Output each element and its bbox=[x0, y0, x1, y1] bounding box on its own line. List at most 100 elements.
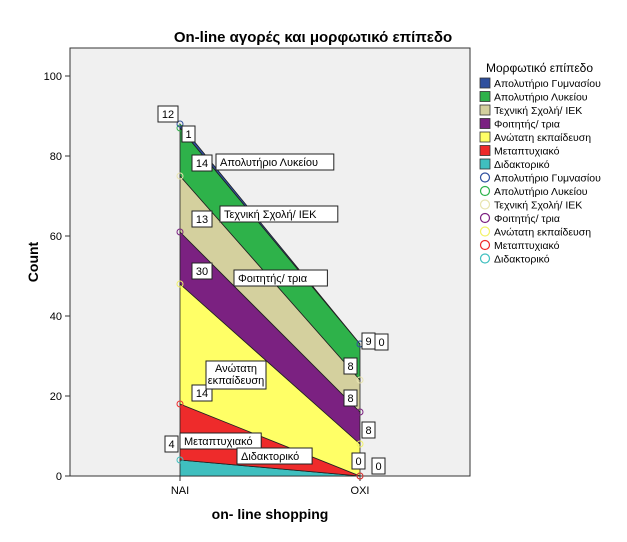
y-tick-label: 0 bbox=[56, 471, 62, 483]
data-label: 0 bbox=[374, 333, 389, 351]
point-marker bbox=[176, 280, 184, 288]
svg-text:Τεχνική Σχολή/ ΙΕΚ: Τεχνική Σχολή/ ΙΕΚ bbox=[224, 209, 317, 221]
legend-swatch bbox=[479, 104, 491, 116]
legend-item: Μεταπτυχιακό bbox=[479, 145, 560, 158]
point-marker bbox=[176, 456, 184, 464]
point-marker bbox=[176, 120, 184, 128]
area-label: Φοιτητής/ τρια bbox=[233, 269, 328, 287]
legend-box bbox=[472, 55, 624, 283]
y-axis: 0 20 40 60 80 100 bbox=[44, 71, 70, 483]
y-tick-label: 100 bbox=[44, 71, 62, 83]
x-axis-label: on- line shopping bbox=[212, 506, 329, 522]
legend-label: Τεχνική Σχολή/ ΙΕΚ bbox=[494, 200, 582, 212]
area-label: Διδακτορικό bbox=[236, 447, 313, 465]
area-label: Απολυτήριο Λυκείου bbox=[215, 153, 335, 171]
legend-marker bbox=[479, 185, 491, 197]
svg-text:Φοιτητής/ τρια: Φοιτητής/ τρια bbox=[238, 273, 308, 285]
legend-item: Τεχνική Σχολή/ ΙΕΚ bbox=[479, 104, 582, 117]
legend-swatch bbox=[479, 91, 491, 102]
legend-item: Απολυτήριο Λυκείου bbox=[479, 91, 588, 104]
point-marker bbox=[176, 172, 184, 180]
legend-marker bbox=[479, 199, 491, 210]
legend-item: Διδακτορικό bbox=[479, 253, 550, 266]
legend-label: Μεταπτυχιακό bbox=[494, 240, 560, 252]
legend-label: Απολυτήριο Λυκείου bbox=[494, 186, 588, 198]
legend-marker bbox=[479, 239, 491, 251]
legend-swatch bbox=[479, 145, 491, 156]
legend-item: Μεταπτυχιακό bbox=[479, 239, 560, 252]
legend-label: Απολυτήριο Γυμνασίου bbox=[494, 78, 601, 90]
legend-marker bbox=[479, 253, 491, 264]
legend-swatch bbox=[479, 118, 491, 129]
y-tick-label: 60 bbox=[50, 231, 62, 243]
legend-label: Απολυτήριο Λυκείου bbox=[494, 92, 588, 104]
svg-text:0: 0 bbox=[378, 337, 384, 349]
point-marker bbox=[176, 228, 184, 236]
legend-marker bbox=[479, 212, 491, 224]
legend-item: Απολυτήριο Γυμνασίου bbox=[479, 172, 601, 185]
legend-marker bbox=[479, 226, 491, 237]
legend-item: Απολυτήριο Γυμνασίου bbox=[479, 77, 601, 90]
x-tick-label: ΝΑΙ bbox=[171, 485, 189, 497]
legend-swatch bbox=[479, 131, 491, 143]
svg-text:Διδακτορικό: Διδακτορικό bbox=[241, 451, 299, 463]
legend-item: Απολυτήριο Λυκείου bbox=[479, 185, 588, 198]
legend-item: Διδακτορικό bbox=[479, 158, 550, 171]
legend-marker bbox=[479, 172, 491, 183]
svg-text:9: 9 bbox=[365, 336, 371, 348]
area-label: Μεταπτυχιακό bbox=[179, 432, 262, 450]
legend-item: Τεχνική Σχολή/ ΙΕΚ bbox=[479, 199, 582, 212]
data-label: 14 bbox=[191, 154, 213, 172]
legend-swatch bbox=[479, 77, 491, 89]
point-marker bbox=[356, 408, 364, 416]
svg-text:14: 14 bbox=[196, 388, 208, 400]
svg-text:1: 1 bbox=[185, 129, 191, 141]
svg-text:13: 13 bbox=[196, 214, 208, 226]
area-layer bbox=[179, 122, 361, 477]
svg-text:0: 0 bbox=[375, 461, 381, 473]
data-label: 1 bbox=[181, 125, 196, 143]
legend-label: Απολυτήριο Γυμνασίου bbox=[494, 173, 601, 185]
point-marker bbox=[356, 472, 364, 480]
data-label: 0 bbox=[371, 457, 386, 475]
point-marker bbox=[356, 376, 364, 384]
data-label: 8 bbox=[343, 389, 358, 407]
point-marker bbox=[356, 440, 364, 448]
x-axis: ΝΑΙ ΟΧΙ bbox=[171, 476, 370, 497]
legend-label: Ανώτατη εκπαίδευση bbox=[494, 132, 591, 144]
legend-label: Τεχνική Σχολή/ ΙΕΚ bbox=[494, 105, 582, 117]
legend-label: Μεταπτυχιακό bbox=[494, 146, 560, 158]
svg-text:8: 8 bbox=[347, 393, 353, 405]
svg-text:Απολυτήριο Λυκείου: Απολυτήριο Λυκείου bbox=[220, 157, 318, 169]
point-marker bbox=[176, 400, 184, 408]
legend-item: Φοιτητής/ τρια bbox=[479, 118, 560, 131]
chart-title: On-line αγορές και μορφωτικό επίπεδο bbox=[174, 29, 452, 46]
legend-item: Φοιτητής/ τρια bbox=[479, 212, 560, 225]
legend: Μορφωτικό επίπεδο Απολυτήριο ΓυμνασίουΑπ… bbox=[472, 55, 624, 283]
legend-label: Διδακτορικό bbox=[494, 254, 550, 266]
legend-item: Ανώτατη εκπαίδευση bbox=[479, 131, 591, 144]
data-label: 8 bbox=[343, 357, 358, 375]
y-axis-label: Count bbox=[25, 241, 41, 282]
data-label: 0 bbox=[351, 452, 366, 470]
legend-label: Διδακτορικό bbox=[494, 159, 550, 171]
legend-label: Ανώτατη εκπαίδευση bbox=[494, 227, 591, 239]
svg-text:30: 30 bbox=[196, 266, 208, 278]
x-tick-label: ΟΧΙ bbox=[351, 485, 370, 497]
svg-text:Μεταπτυχιακό: Μεταπτυχιακό bbox=[184, 436, 253, 448]
area-6 bbox=[179, 122, 361, 345]
data-label: 8 bbox=[361, 421, 376, 439]
data-label: 12 bbox=[157, 105, 179, 123]
legend-label: Φοιτητής/ τρια bbox=[494, 119, 560, 131]
svg-text:8: 8 bbox=[365, 425, 371, 437]
svg-text:12: 12 bbox=[162, 109, 174, 121]
data-label: 9 bbox=[361, 332, 376, 350]
legend-label: Φοιτητής/ τρια bbox=[494, 213, 560, 225]
data-label: 30 bbox=[191, 262, 213, 280]
y-tick-label: 20 bbox=[50, 391, 62, 403]
data-label: 13 bbox=[191, 210, 213, 228]
